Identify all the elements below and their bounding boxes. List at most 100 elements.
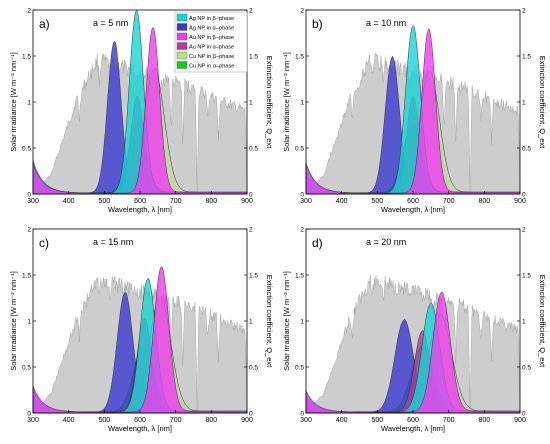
y-tick-label-right: 2 (522, 227, 526, 234)
x-tick-label: 800 (205, 417, 217, 424)
y-tick-label-left: 0 (300, 411, 304, 418)
x-axis-label: Wavelength, λ [nm] (108, 205, 172, 214)
y-tick-label-left: 1 (27, 319, 31, 326)
x-tick-label: 500 (98, 417, 110, 424)
y-tick-label-right: 2 (522, 8, 526, 15)
x-tick-label: 300 (300, 417, 312, 424)
chart-panel-0: 300 400 500 600 700 800 90000.511.5200.511.52W… (9, 8, 274, 215)
x-tick-label: 300 (27, 198, 39, 205)
y-tick-label-left: 1.5 (295, 273, 304, 280)
legend-entry: Au NP in α–phase (189, 45, 234, 51)
legend-swatch (176, 42, 188, 50)
legend-entry: Ag NP in β–phase (189, 16, 234, 22)
y-tick-label-right: 0.5 (249, 365, 258, 372)
x-tick-label: 800 (205, 198, 217, 205)
panel-label: b) (312, 17, 323, 31)
y-tick-label-left: 2 (300, 227, 304, 234)
x-tick-label: 300 (27, 417, 39, 424)
x-tick-label: 900 (514, 198, 526, 205)
y-tick-label-right: 0.5 (522, 365, 531, 372)
y-tick-label-left: 0.5 (295, 365, 304, 372)
y-tick-label-left: 0 (300, 192, 304, 199)
y-tick-label-right: 1.5 (522, 54, 531, 61)
y-tick-label-right: 1.5 (249, 54, 258, 61)
panel-label: a) (39, 17, 50, 31)
y-axis-label-left: Solar irradiance [W m⁻² nm⁻¹] (282, 52, 291, 152)
x-tick-label: 400 (63, 198, 75, 205)
x-axis-label: Wavelength, λ [nm] (381, 205, 445, 214)
x-tick-label: 700 (443, 198, 455, 205)
y-axis-label-right: Extinction coefficient, Q_ext (538, 56, 547, 149)
y-tick-label-left: 1.5 (295, 54, 304, 61)
legend-swatch (176, 61, 188, 69)
y-tick-label-left: 2 (300, 8, 304, 15)
y-axis-label-right: Extinction coefficient, Q_ext (538, 275, 547, 368)
y-tick-label-left: 0.5 (22, 365, 31, 372)
x-axis-label: Wavelength, λ [nm] (108, 424, 172, 433)
x-tick-label: 500 (371, 417, 383, 424)
x-tick-label: 900 (514, 417, 526, 424)
legend-swatch (176, 32, 188, 41)
y-tick-label-left: 1 (27, 100, 31, 107)
y-axis-label-left: Solar irradiance [W m⁻² nm⁻¹] (9, 271, 18, 371)
y-tick-label-right: 0 (249, 192, 253, 199)
y-tick-label-right: 2 (249, 8, 253, 15)
y-tick-label-right: 0.5 (249, 146, 258, 153)
x-tick-label: 600 (134, 198, 146, 205)
y-tick-label-left: 0 (27, 192, 31, 199)
x-tick-label: 800 (478, 198, 490, 205)
y-tick-label-left: 2 (27, 8, 31, 15)
series-area-2 (305, 291, 521, 414)
size-label: a = 15 nm (93, 237, 133, 247)
x-tick-label: 400 (63, 417, 75, 424)
legend-entry: Cu NP in α–phase (189, 64, 234, 70)
x-tick-label: 900 (241, 198, 253, 205)
size-label: a = 10 nm (366, 18, 406, 28)
y-tick-label-left: 0.5 (295, 146, 304, 153)
x-tick-label: 800 (478, 417, 490, 424)
y-tick-label-right: 0 (522, 411, 526, 418)
y-tick-label-right: 1 (249, 319, 253, 326)
y-tick-label-left: 0.5 (22, 146, 31, 153)
x-tick-label: 500 (371, 198, 383, 205)
y-tick-label-right: 1 (522, 100, 526, 107)
y-tick-label-right: 1.5 (522, 273, 531, 280)
y-tick-label-left: 1 (300, 100, 304, 107)
legend-swatch (176, 13, 188, 22)
chart-panel-3: 300 400 500 600 700 800 90000.511.5200.511.52W… (282, 227, 547, 434)
y-axis-label-right: Extinction coefficient, Q_ext (265, 56, 274, 149)
legend-swatch (176, 51, 188, 60)
series-area-2 (32, 27, 248, 195)
x-tick-label: 500 (98, 198, 110, 205)
chart-panel-2: 300 400 500 600 700 800 90000.511.5200.511.52W… (9, 227, 274, 434)
y-tick-label-right: 0.5 (522, 146, 531, 153)
x-tick-label: 700 (170, 198, 182, 205)
x-tick-label: 700 (170, 417, 182, 424)
legend-swatch (176, 23, 188, 31)
panel-label: d) (312, 236, 323, 250)
series-area-2 (32, 266, 248, 414)
x-tick-label: 400 (336, 417, 348, 424)
solar-spectrum (305, 274, 521, 414)
y-tick-label-left: 1 (300, 319, 304, 326)
chart-panel-1: 300 400 500 600 700 800 90000.511.5200.511.52W… (282, 8, 547, 215)
y-axis-label-right: Extinction coefficient, Q_ext (265, 275, 274, 368)
series-area-2 (305, 28, 521, 195)
x-tick-label: 300 (300, 198, 312, 205)
legend-entry: Ag NP in α–phase (189, 26, 234, 32)
y-tick-label-right: 1 (249, 100, 253, 107)
y-tick-label-right: 2 (249, 227, 253, 234)
panel-label: c) (39, 236, 49, 250)
y-tick-label-right: 1.5 (249, 273, 258, 280)
y-tick-label-left: 2 (27, 227, 31, 234)
size-label: a = 5 nm (93, 18, 128, 28)
x-tick-label: 400 (336, 198, 348, 205)
y-tick-label-right: 0 (522, 192, 526, 199)
y-axis-label-left: Solar irradiance [W m⁻² nm⁻¹] (282, 271, 291, 371)
y-tick-label-left: 1.5 (22, 273, 31, 280)
x-axis-label: Wavelength, λ [nm] (381, 424, 445, 433)
y-tick-label-left: 1.5 (22, 54, 31, 61)
y-tick-label-left: 0 (27, 411, 31, 418)
x-tick-label: 600 (407, 417, 419, 424)
